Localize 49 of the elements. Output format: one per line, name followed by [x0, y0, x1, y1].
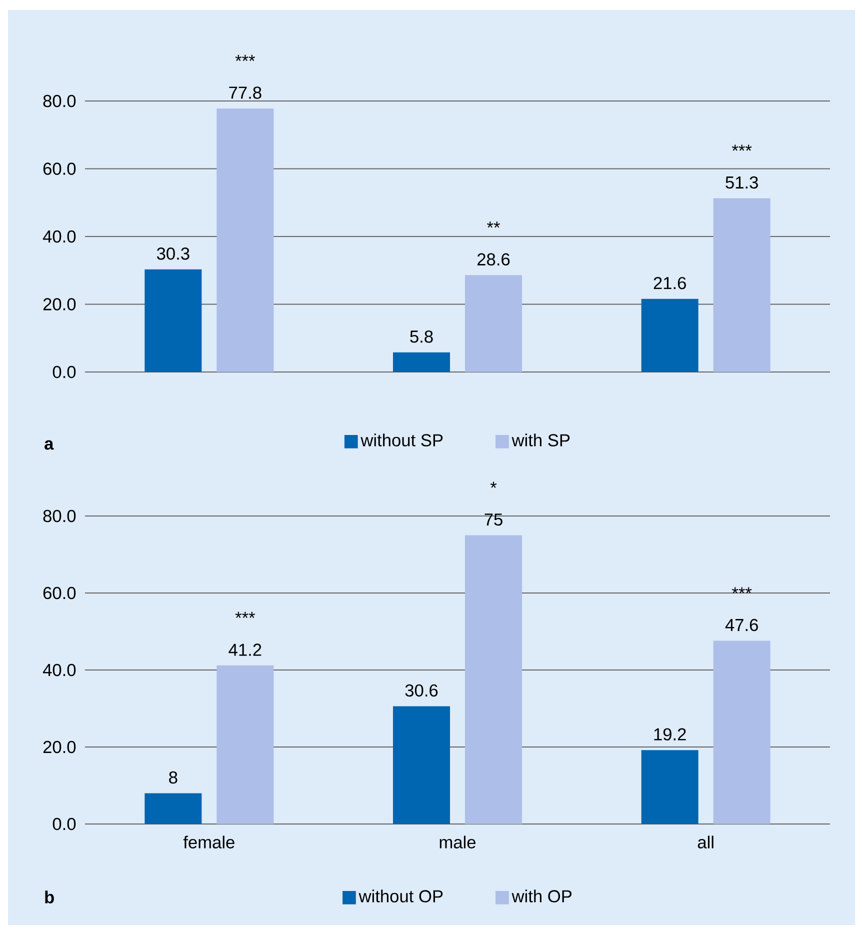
annotation: *** [732, 144, 752, 151]
y-tick-label: 0.0 [52, 366, 76, 378]
bar [465, 275, 522, 372]
data-label: 47.6 [725, 618, 758, 632]
data-label: 75 [484, 514, 502, 526]
annotation: *** [732, 587, 752, 594]
bar [216, 665, 274, 824]
y-tick-label: 40.0 [42, 664, 76, 676]
x-tick-label: male [440, 836, 476, 848]
data-label: 19.2 [654, 728, 686, 740]
text: a [44, 440, 54, 450]
bar [713, 640, 770, 824]
legend-label: with OP [512, 890, 572, 902]
y-tick-label: 60.0 [43, 162, 76, 175]
y-tick-label: 80.0 [43, 510, 76, 522]
text: * [490, 482, 497, 488]
data-label: 5.8 [410, 330, 433, 343]
bar [465, 535, 522, 824]
bar [216, 108, 274, 372]
y-tick-label: 60.0 [43, 586, 76, 600]
data-label: 21.6 [654, 276, 686, 290]
bar [144, 793, 202, 824]
legend-label: without SP [360, 434, 443, 446]
text: b [45, 890, 54, 904]
data-label: 28.6 [478, 253, 510, 266]
data-label: 30.6 [405, 684, 438, 697]
annotation: ** [487, 222, 500, 228]
bar [641, 298, 698, 372]
y-tick-label: 20.0 [43, 298, 76, 310]
x-tick-label: female [183, 836, 234, 848]
annotation: *** [235, 612, 256, 618]
x-tick-label: all [698, 836, 714, 848]
data-label: 51.3 [726, 176, 758, 189]
data-label: 41.2 [228, 644, 262, 656]
data-label: 77.8 [229, 86, 262, 99]
y-tick-label: 20.0 [43, 740, 76, 754]
bar [641, 750, 698, 824]
data-label: 8 [169, 771, 178, 784]
bar [713, 198, 770, 372]
text: *** [235, 54, 256, 62]
legend-label: without OP [358, 890, 443, 902]
legend-label: with SP [512, 434, 570, 446]
bar [144, 269, 202, 372]
bar [392, 706, 450, 824]
y-tick-label: 0.0 [52, 818, 76, 830]
y-tick-label: 40.0 [42, 230, 76, 243]
y-tick-label: 80.0 [43, 94, 76, 108]
data-label: 30.3 [156, 247, 190, 260]
bar [392, 352, 450, 372]
